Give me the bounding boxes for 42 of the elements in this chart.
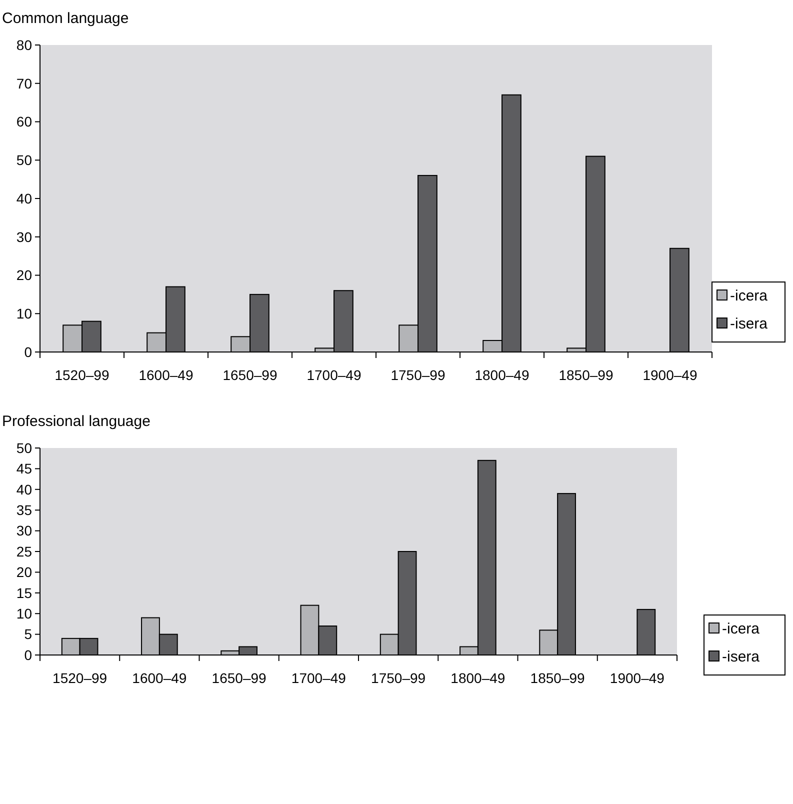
y-tick-label: 50	[16, 440, 32, 456]
x-tick-label: 1850–99	[530, 670, 586, 686]
x-tick-label: 1900–49	[642, 367, 698, 383]
x-tick-label: 1650–99	[222, 367, 278, 383]
y-tick-label: 30	[16, 228, 32, 245]
x-tick-label: 1650–99	[212, 670, 267, 686]
y-tick-label: 40	[16, 190, 32, 206]
y-tick-label: 50	[16, 152, 32, 168]
legend-label: -icera	[722, 620, 760, 638]
y-tick-label: 45	[16, 460, 32, 477]
x-tick-label: 1800–49	[474, 367, 530, 383]
legend-label: -isera	[722, 648, 760, 666]
y-tick-label: 10	[16, 306, 32, 322]
y-tick-label: 30	[16, 522, 32, 539]
y-tick-label: 80	[16, 36, 32, 53]
legend-label: -isera	[730, 315, 768, 332]
y-tick-label: 0	[24, 344, 32, 360]
y-tick-label: 20	[16, 267, 32, 284]
x-tick-label: 1520–99	[52, 670, 108, 686]
x-tick-label: 1800–49	[450, 670, 506, 686]
y-tick-label: 70	[16, 75, 32, 92]
x-tick-label: 1700–49	[291, 670, 346, 686]
x-tick-label: 1520–99	[54, 367, 110, 383]
x-tick-label: 1850–99	[558, 367, 614, 383]
y-tick-label: 10	[16, 606, 32, 622]
y-tick-label: 40	[16, 481, 32, 498]
y-tick-label: 60	[16, 114, 32, 130]
x-tick-label: 1750–99	[390, 367, 446, 383]
y-tick-label: 35	[16, 502, 32, 518]
x-tick-label: 1750–99	[371, 670, 426, 686]
x-tick-label: 1700–49	[306, 367, 362, 383]
y-tick-label: 0	[24, 646, 32, 663]
y-tick-label: 15	[16, 584, 32, 601]
chart-title: Professional language	[2, 413, 150, 430]
y-tick-label: 25	[16, 543, 32, 560]
y-tick-label: 5	[24, 626, 32, 642]
x-tick-label: 1900–49	[610, 670, 665, 686]
y-tick-label: 20	[16, 564, 32, 580]
x-tick-label: 1600–49	[132, 670, 187, 686]
chart-title: Common language	[2, 10, 129, 27]
legend-label: -icera	[730, 287, 768, 304]
x-tick-label: 1600–49	[138, 367, 194, 383]
